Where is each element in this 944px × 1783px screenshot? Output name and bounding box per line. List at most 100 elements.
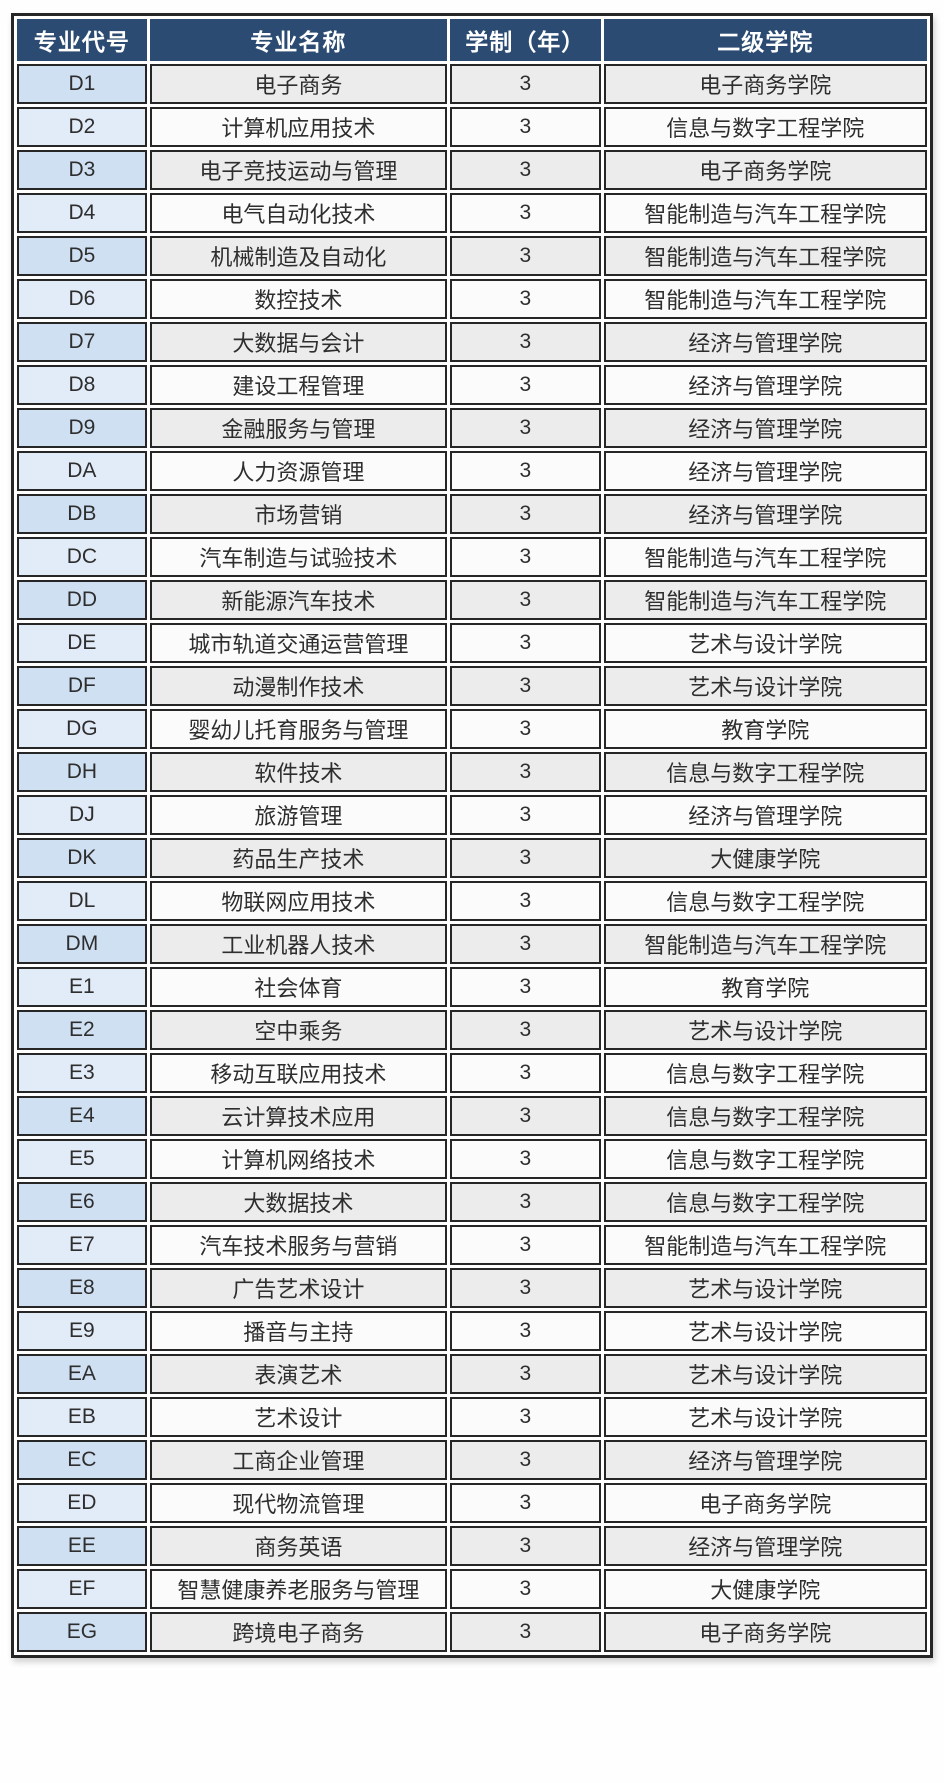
cell-name: 婴幼儿托育服务与管理 bbox=[149, 709, 448, 749]
cell-years: 3 bbox=[450, 279, 601, 319]
cell-years: 3 bbox=[450, 580, 601, 620]
cell-code: EF bbox=[17, 1569, 147, 1609]
cell-code: E3 bbox=[17, 1053, 147, 1093]
cell-college: 经济与管理学院 bbox=[603, 795, 927, 835]
cell-years: 3 bbox=[450, 1397, 601, 1437]
cell-years: 3 bbox=[450, 64, 601, 104]
cell-college: 信息与数字工程学院 bbox=[603, 1182, 927, 1222]
cell-college: 电子商务学院 bbox=[603, 64, 927, 104]
cell-college: 智能制造与汽车工程学院 bbox=[603, 1225, 927, 1265]
cell-college: 电子商务学院 bbox=[603, 1612, 927, 1652]
cell-name: 工业机器人技术 bbox=[149, 924, 448, 964]
cell-name: 人力资源管理 bbox=[149, 451, 448, 491]
cell-code: E6 bbox=[17, 1182, 147, 1222]
cell-code: DC bbox=[17, 537, 147, 577]
cell-code: DL bbox=[17, 881, 147, 921]
cell-college: 信息与数字工程学院 bbox=[603, 1096, 927, 1136]
cell-name: 艺术设计 bbox=[149, 1397, 448, 1437]
cell-college: 经济与管理学院 bbox=[603, 451, 927, 491]
cell-college: 信息与数字工程学院 bbox=[603, 1139, 927, 1179]
table-row: E4 云计算技术应用 3 信息与数字工程学院 bbox=[17, 1096, 927, 1136]
cell-years: 3 bbox=[450, 322, 601, 362]
cell-name: 旅游管理 bbox=[149, 795, 448, 835]
cell-college: 艺术与设计学院 bbox=[603, 1354, 927, 1394]
cell-code: EB bbox=[17, 1397, 147, 1437]
cell-years: 3 bbox=[450, 924, 601, 964]
cell-code: D2 bbox=[17, 107, 147, 147]
majors-table-frame: 专业代号 专业名称 学制（年） 二级学院 D1 电子商务 3 电子商务学院 D2 计算机应… bbox=[11, 13, 933, 1658]
cell-code: EE bbox=[17, 1526, 147, 1566]
cell-name: 现代物流管理 bbox=[149, 1483, 448, 1523]
table-row: DH 软件技术 3 信息与数字工程学院 bbox=[17, 752, 927, 792]
column-header-name: 专业名称 bbox=[149, 19, 448, 61]
header-row: 专业代号 专业名称 学制（年） 二级学院 bbox=[17, 19, 927, 61]
table-row: DM 工业机器人技术 3 智能制造与汽车工程学院 bbox=[17, 924, 927, 964]
cell-name: 新能源汽车技术 bbox=[149, 580, 448, 620]
cell-college: 大健康学院 bbox=[603, 1569, 927, 1609]
table-row: D7 大数据与会计 3 经济与管理学院 bbox=[17, 322, 927, 362]
cell-code: EG bbox=[17, 1612, 147, 1652]
cell-code: E2 bbox=[17, 1010, 147, 1050]
cell-college: 艺术与设计学院 bbox=[603, 1311, 927, 1351]
cell-code: DH bbox=[17, 752, 147, 792]
cell-name: 动漫制作技术 bbox=[149, 666, 448, 706]
cell-college: 艺术与设计学院 bbox=[603, 623, 927, 663]
cell-college: 电子商务学院 bbox=[603, 150, 927, 190]
cell-years: 3 bbox=[450, 709, 601, 749]
cell-code: DG bbox=[17, 709, 147, 749]
cell-code: DJ bbox=[17, 795, 147, 835]
table-row: DG 婴幼儿托育服务与管理 3 教育学院 bbox=[17, 709, 927, 749]
cell-college: 经济与管理学院 bbox=[603, 365, 927, 405]
cell-college: 信息与数字工程学院 bbox=[603, 1053, 927, 1093]
cell-name: 大数据与会计 bbox=[149, 322, 448, 362]
cell-name: 汽车技术服务与营销 bbox=[149, 1225, 448, 1265]
table-row: DD 新能源汽车技术 3 智能制造与汽车工程学院 bbox=[17, 580, 927, 620]
cell-name: 计算机应用技术 bbox=[149, 107, 448, 147]
cell-years: 3 bbox=[450, 967, 601, 1007]
cell-name: 市场营销 bbox=[149, 494, 448, 534]
cell-years: 3 bbox=[450, 752, 601, 792]
table-row: D6 数控技术 3 智能制造与汽车工程学院 bbox=[17, 279, 927, 319]
cell-college: 信息与数字工程学院 bbox=[603, 881, 927, 921]
table-row: EG 跨境电子商务 3 电子商务学院 bbox=[17, 1612, 927, 1652]
cell-years: 3 bbox=[450, 150, 601, 190]
table-row: DL 物联网应用技术 3 信息与数字工程学院 bbox=[17, 881, 927, 921]
cell-college: 经济与管理学院 bbox=[603, 1526, 927, 1566]
cell-code: D8 bbox=[17, 365, 147, 405]
cell-college: 电子商务学院 bbox=[603, 1483, 927, 1523]
table-row: D4 电气自动化技术 3 智能制造与汽车工程学院 bbox=[17, 193, 927, 233]
cell-years: 3 bbox=[450, 623, 601, 663]
cell-name: 物联网应用技术 bbox=[149, 881, 448, 921]
cell-years: 3 bbox=[450, 1139, 601, 1179]
cell-years: 3 bbox=[450, 1053, 601, 1093]
table-row: E9 播音与主持 3 艺术与设计学院 bbox=[17, 1311, 927, 1351]
cell-code: DK bbox=[17, 838, 147, 878]
cell-code: D6 bbox=[17, 279, 147, 319]
table-row: EE 商务英语 3 经济与管理学院 bbox=[17, 1526, 927, 1566]
cell-code: EC bbox=[17, 1440, 147, 1480]
cell-college: 经济与管理学院 bbox=[603, 494, 927, 534]
cell-code: DA bbox=[17, 451, 147, 491]
cell-college: 经济与管理学院 bbox=[603, 1440, 927, 1480]
cell-college: 信息与数字工程学院 bbox=[603, 752, 927, 792]
cell-years: 3 bbox=[450, 1440, 601, 1480]
cell-name: 软件技术 bbox=[149, 752, 448, 792]
cell-name: 金融服务与管理 bbox=[149, 408, 448, 448]
table-row: DF 动漫制作技术 3 艺术与设计学院 bbox=[17, 666, 927, 706]
table-row: D8 建设工程管理 3 经济与管理学院 bbox=[17, 365, 927, 405]
cell-college: 大健康学院 bbox=[603, 838, 927, 878]
column-header-code: 专业代号 bbox=[17, 19, 147, 61]
page: 专业代号 专业名称 学制（年） 二级学院 D1 电子商务 3 电子商务学院 D2 计算机应… bbox=[11, 13, 933, 1658]
cell-name: 商务英语 bbox=[149, 1526, 448, 1566]
cell-name: 智慧健康养老服务与管理 bbox=[149, 1569, 448, 1609]
cell-code: D5 bbox=[17, 236, 147, 276]
cell-years: 3 bbox=[450, 408, 601, 448]
table-row: E3 移动互联应用技术 3 信息与数字工程学院 bbox=[17, 1053, 927, 1093]
cell-years: 3 bbox=[450, 107, 601, 147]
table-body: D1 电子商务 3 电子商务学院 D2 计算机应用技术 3 信息与数字工程学院 D3 电子竞技运动… bbox=[17, 64, 927, 1652]
cell-years: 3 bbox=[450, 881, 601, 921]
cell-years: 3 bbox=[450, 1354, 601, 1394]
cell-college: 经济与管理学院 bbox=[603, 408, 927, 448]
cell-name: 数控技术 bbox=[149, 279, 448, 319]
cell-code: DB bbox=[17, 494, 147, 534]
